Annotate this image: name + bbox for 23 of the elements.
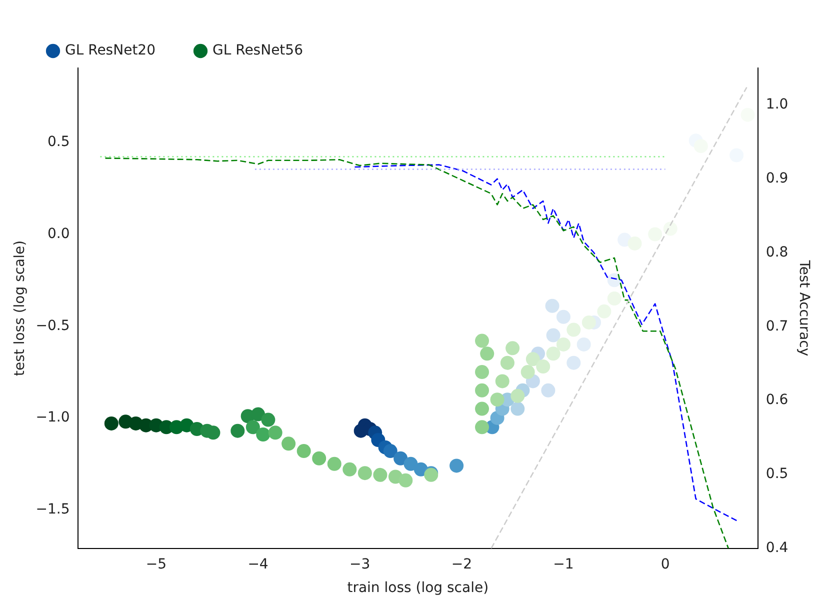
y2-tick-label: 0.4 [766, 540, 788, 556]
y-tick-label: −1.0 [36, 410, 70, 426]
y-axis-title: test loss (log scale) [12, 240, 28, 376]
y-tick-label: −0.5 [36, 318, 70, 334]
y2-tick-label: 1.0 [766, 96, 788, 113]
y2-tick-label: 0.9 [766, 170, 788, 186]
y2-tick-label: 0.7 [766, 318, 788, 334]
y-tick-label: −1.5 [36, 501, 70, 518]
x-tick-label: −2 [451, 556, 472, 572]
y2-tick-label: 0.8 [766, 244, 788, 260]
x-tick-label: −5 [146, 556, 167, 572]
x-tick-label: −3 [350, 556, 370, 572]
y2-tick-label: 0.6 [766, 392, 788, 408]
y-tick-label: 0.5 [48, 134, 70, 150]
legend-label: GL ResNet20 [65, 42, 156, 59]
x-axis-title: train loss (log scale) [347, 580, 489, 596]
x-tick-label: −1 [553, 556, 574, 572]
x-tick-label: −4 [248, 556, 268, 572]
x-tick-label: 0 [660, 556, 670, 572]
y2-axis-title: Test Accuracy [796, 259, 812, 356]
y2-tick-label: 0.5 [766, 466, 788, 482]
y-tick-label: 0.0 [48, 226, 70, 242]
legend-label: GL ResNet56 [212, 42, 304, 59]
